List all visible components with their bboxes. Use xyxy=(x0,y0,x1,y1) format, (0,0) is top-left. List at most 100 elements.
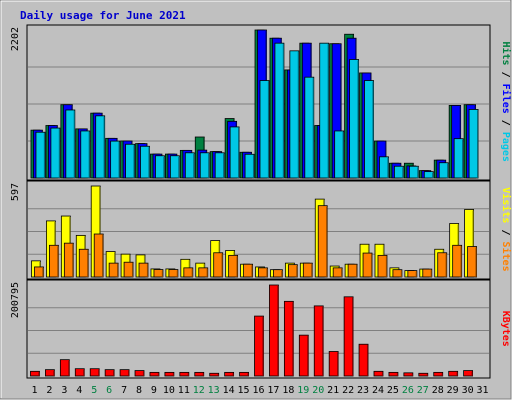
bar-sites-day-3 xyxy=(63,242,74,278)
x-tick-label-day-10: 10 xyxy=(163,385,175,396)
bar-pages-day-13 xyxy=(214,152,225,179)
bar-kbytes-day-4 xyxy=(74,368,85,377)
x-tick-label-day-1: 1 xyxy=(31,385,37,396)
bar-kbytes-day-3 xyxy=(59,359,70,377)
legend-entry: Files xyxy=(500,84,512,114)
bar-pages-day-3 xyxy=(65,109,76,179)
bar-sites-day-18 xyxy=(287,264,298,278)
bar-kbytes-day-8 xyxy=(134,370,145,377)
bar-sites-day-26 xyxy=(407,270,418,278)
bar-sites-day-12 xyxy=(198,267,209,278)
bar-kbytes-day-9 xyxy=(149,371,160,377)
bar-sites-day-14 xyxy=(228,254,239,278)
x-tick-label-day-12: 12 xyxy=(193,385,205,396)
x-tick-label-day-16: 16 xyxy=(252,385,264,396)
bar-kbytes-day-26 xyxy=(403,372,414,377)
bar-kbytes-day-1 xyxy=(30,370,40,377)
bar-pages-day-2 xyxy=(50,127,61,179)
panel-hits-files-pages: 2202 Hits / Files / Pages xyxy=(10,24,512,181)
bar-pages-day-15 xyxy=(244,153,255,179)
bar-pages-day-17 xyxy=(274,42,285,179)
x-tick-label-day-6: 6 xyxy=(106,385,112,396)
x-tick-label-day-9: 9 xyxy=(151,385,157,396)
bar-sites-day-7 xyxy=(123,261,134,278)
bar-sites-day-10 xyxy=(168,269,179,278)
bar-kbytes-day-10 xyxy=(164,371,175,377)
y-max-label: 2202 xyxy=(10,27,21,51)
x-tick-label-day-22: 22 xyxy=(342,385,354,396)
x-tick-label-day-5: 5 xyxy=(91,385,97,396)
bar-kbytes-day-27 xyxy=(418,372,429,377)
bar-pages-day-16 xyxy=(259,80,270,179)
bar-kbytes-day-14 xyxy=(224,371,235,377)
legend-kbytes: KBytes xyxy=(500,311,511,347)
bar-sites-day-19 xyxy=(302,262,313,278)
bar-sites-day-30 xyxy=(467,246,477,278)
bar-sites-day-29 xyxy=(452,244,463,278)
x-tick-label-day-28: 28 xyxy=(432,385,444,396)
x-tick-label-day-29: 29 xyxy=(447,385,459,396)
bar-sites-day-17 xyxy=(273,269,283,278)
bar-pages-day-6 xyxy=(110,140,121,179)
bar-kbytes-day-29 xyxy=(448,370,459,377)
bar-pages-day-27 xyxy=(423,171,434,179)
bar-sites-day-21 xyxy=(332,267,343,278)
bar-sites-day-28 xyxy=(437,252,448,278)
x-tick-label-day-4: 4 xyxy=(76,385,82,396)
bar-sites-day-23 xyxy=(362,252,373,278)
legend-entry: / xyxy=(500,66,511,84)
x-tick-label-day-24: 24 xyxy=(372,385,384,396)
bar-pages-day-9 xyxy=(155,155,165,179)
bar-sites-day-20 xyxy=(317,205,328,278)
x-tick-label-day-15: 15 xyxy=(238,385,250,396)
bar-pages-day-7 xyxy=(125,143,135,179)
bar-kbytes-day-7 xyxy=(119,369,130,377)
bar-pages-day-22 xyxy=(349,59,360,179)
bar-kbytes-day-21 xyxy=(328,351,339,377)
x-tick-label-day-23: 23 xyxy=(357,385,369,396)
legend-entry: KBytes xyxy=(500,311,511,347)
x-tick-label-day-18: 18 xyxy=(282,385,294,396)
bar-pages-day-19 xyxy=(304,76,315,179)
legend-entry: Visits xyxy=(500,187,512,223)
bar-pages-day-21 xyxy=(334,130,345,179)
bar-sites-day-6 xyxy=(108,262,119,278)
x-tick-label-day-21: 21 xyxy=(327,385,339,396)
bar-kbytes-day-15 xyxy=(239,371,249,377)
legend-entry: Sites xyxy=(500,241,512,271)
bar-kbytes-day-22 xyxy=(343,296,354,377)
y-max-label: 200795 xyxy=(10,282,21,318)
bar-sites-day-25 xyxy=(392,269,403,278)
bar-kbytes-day-6 xyxy=(104,369,115,377)
x-tick-label-day-27: 27 xyxy=(417,385,429,396)
bar-kbytes-day-23 xyxy=(358,343,369,377)
bar-sites-day-16 xyxy=(258,267,268,278)
bar-pages-day-14 xyxy=(229,126,240,179)
x-tick-label-day-7: 7 xyxy=(121,385,127,396)
bar-kbytes-day-30 xyxy=(463,370,473,377)
bar-pages-day-20 xyxy=(319,42,330,179)
legend-entry: Pages xyxy=(500,132,511,162)
x-tick-label-day-8: 8 xyxy=(136,385,142,396)
bar-kbytes-day-17 xyxy=(269,284,279,377)
bar-sites-day-11 xyxy=(183,267,194,278)
x-tick-label-day-11: 11 xyxy=(178,385,190,396)
bar-sites-day-8 xyxy=(138,262,149,278)
bar-kbytes-day-19 xyxy=(298,334,309,377)
bar-pages-day-28 xyxy=(438,162,449,179)
x-tick-label-day-13: 13 xyxy=(208,385,220,396)
legend-hits-files-pages: Hits / Files / Pages xyxy=(500,42,512,162)
bar-sites-day-15 xyxy=(243,263,253,278)
bar-kbytes-day-16 xyxy=(254,315,264,377)
bar-kbytes-day-18 xyxy=(283,300,294,377)
x-tick-label-day-30: 30 xyxy=(462,385,474,396)
x-tick-label-day-26: 26 xyxy=(402,385,414,396)
legend-entry: / xyxy=(500,114,511,132)
bar-sites-day-2 xyxy=(49,244,59,278)
legend-visits-sites: Visits / Sites xyxy=(500,187,512,271)
bar-sites-day-22 xyxy=(347,263,358,278)
bar-kbytes-day-12 xyxy=(194,371,205,377)
bar-sites-day-4 xyxy=(78,248,89,278)
x-tick-label-day-31: 31 xyxy=(477,385,489,396)
